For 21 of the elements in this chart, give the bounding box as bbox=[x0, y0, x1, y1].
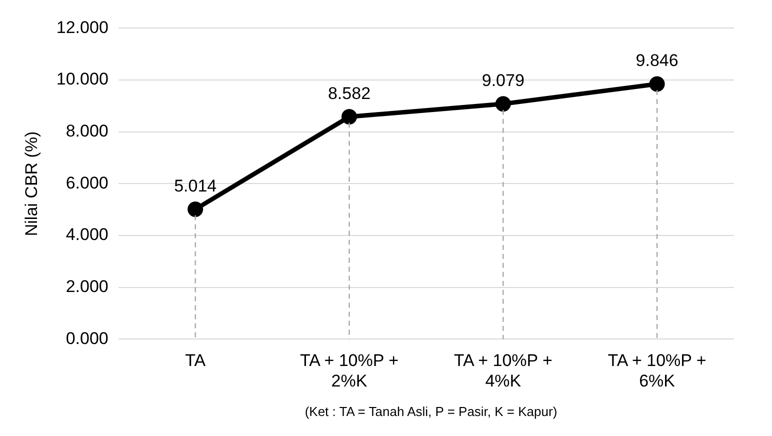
y-tick-label: 10.000 bbox=[56, 70, 108, 89]
point bbox=[649, 76, 665, 92]
point bbox=[188, 202, 204, 218]
data-label: 9.846 bbox=[636, 51, 678, 70]
y-tick-label: 4.000 bbox=[66, 225, 108, 244]
y-axis-title: Nilai CBR (%) bbox=[22, 131, 41, 236]
point bbox=[342, 109, 357, 125]
x-tick-label: TA + 10%P + 6%K bbox=[608, 351, 706, 390]
y-tick-label: 2.000 bbox=[66, 277, 108, 296]
data-label: 9.079 bbox=[482, 71, 524, 90]
data-label: 8.582 bbox=[328, 84, 371, 103]
x-tick-label: TA + 10%P + 4%K bbox=[454, 351, 553, 390]
y-tick-label: 8.000 bbox=[66, 122, 108, 141]
y-tick-label: 12.000 bbox=[56, 18, 108, 37]
y-tick-label: 0.000 bbox=[66, 328, 108, 348]
point bbox=[495, 96, 511, 112]
x-tick-label: TA bbox=[185, 351, 206, 370]
text: (Ket : TA = Tanah Asli, P = Pasir, K = Kapur) bbox=[304, 404, 558, 419]
x-tick-label: TA + 10%P + 2%K bbox=[300, 351, 399, 390]
data-label: 5.014 bbox=[174, 176, 217, 196]
y-tick-label: 6.000 bbox=[66, 173, 108, 192]
